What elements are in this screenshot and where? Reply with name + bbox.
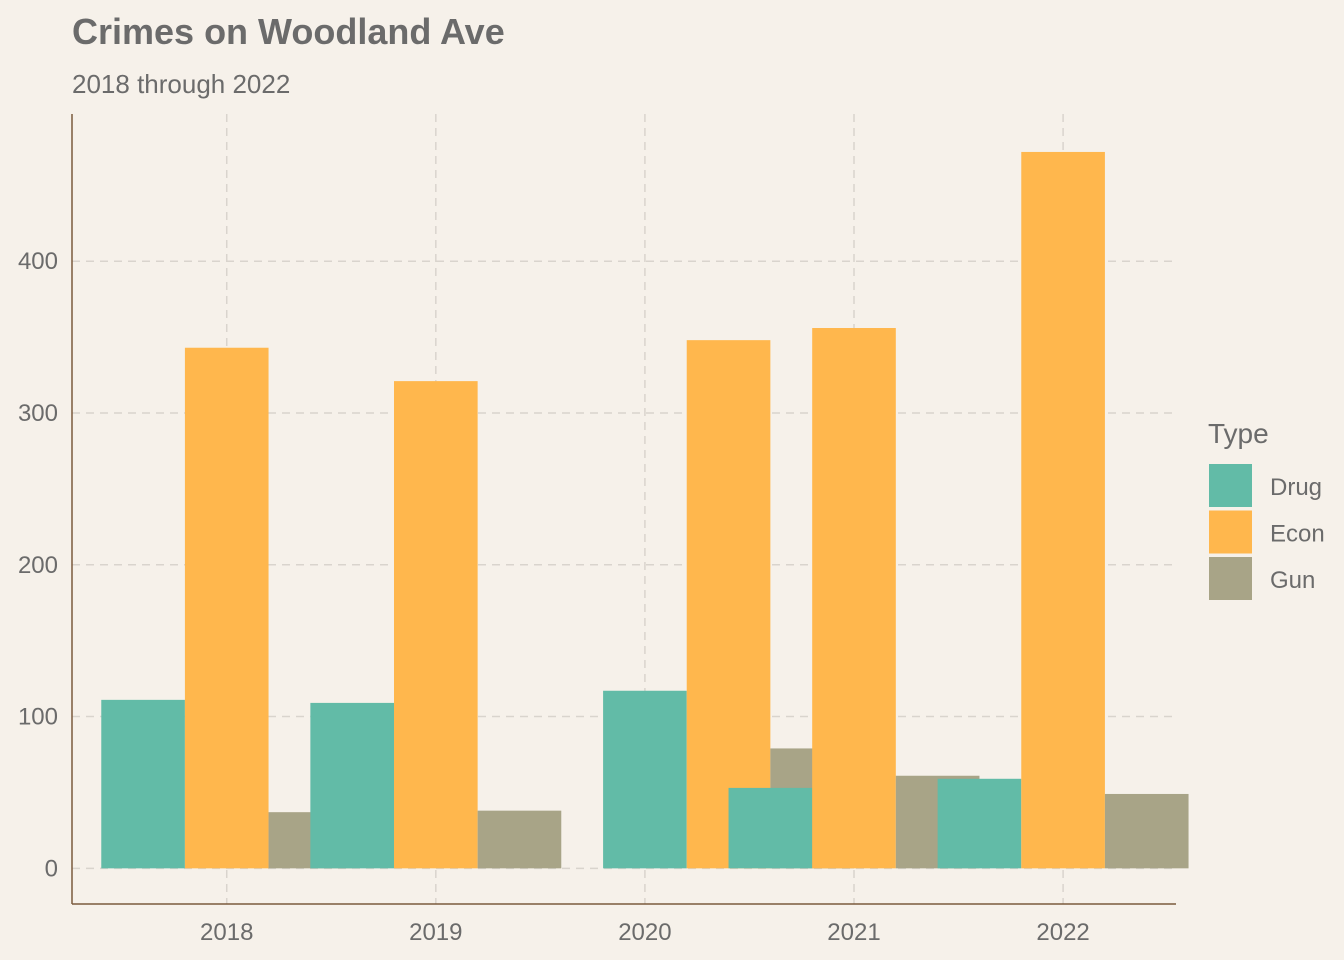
bar-econ-2019 (394, 381, 478, 869)
bar-drug-2022 (937, 778, 1022, 869)
legend: Type Drug Econ Gun (1208, 418, 1325, 600)
bar-gun-2019 (477, 810, 562, 869)
legend-swatch-econ (1209, 510, 1252, 554)
chart-subtitle: 2018 through 2022 (72, 69, 290, 99)
bar-econ-2022 (1021, 151, 1105, 869)
bar-gun-2022 (1104, 793, 1189, 869)
bar-drug-2020 (603, 690, 687, 869)
legend-label-gun: Gun (1270, 567, 1315, 594)
bar-econ-2018 (184, 347, 269, 869)
legend-label-drug: Drug (1270, 474, 1322, 501)
bar-econ-2020 (686, 340, 771, 869)
y-tick-label: 400 (18, 248, 58, 275)
chart-title: Crimes on Woodland Ave (72, 11, 505, 52)
y-tick-label: 100 (18, 704, 58, 731)
y-tick-label: 300 (18, 400, 58, 427)
bar-drug-2021 (728, 787, 813, 869)
y-tick-label: 0 (45, 855, 58, 882)
legend-swatch-drug (1209, 464, 1252, 507)
x-tick-label: 2018 (200, 919, 253, 946)
bar-econ-2021 (812, 328, 896, 869)
tick-labels: 0 100 200 300 400 2018 2019 2020 2021 2022 (18, 248, 1090, 946)
bars (101, 151, 1189, 869)
x-tick-label: 2021 (827, 919, 880, 946)
bar-drug-2019 (310, 702, 394, 869)
legend-label-econ: Econ (1270, 521, 1325, 548)
axes (71, 114, 1176, 905)
legend-swatch-gun (1209, 557, 1252, 600)
legend-items: Drug Econ Gun (1209, 464, 1325, 600)
y-tick-label: 200 (18, 552, 58, 579)
x-tick-label: 2022 (1036, 919, 1089, 946)
x-tick-label: 2019 (409, 919, 462, 946)
bar-drug-2018 (101, 699, 185, 869)
x-tick-label: 2020 (618, 919, 671, 946)
legend-title: Type (1208, 418, 1269, 449)
